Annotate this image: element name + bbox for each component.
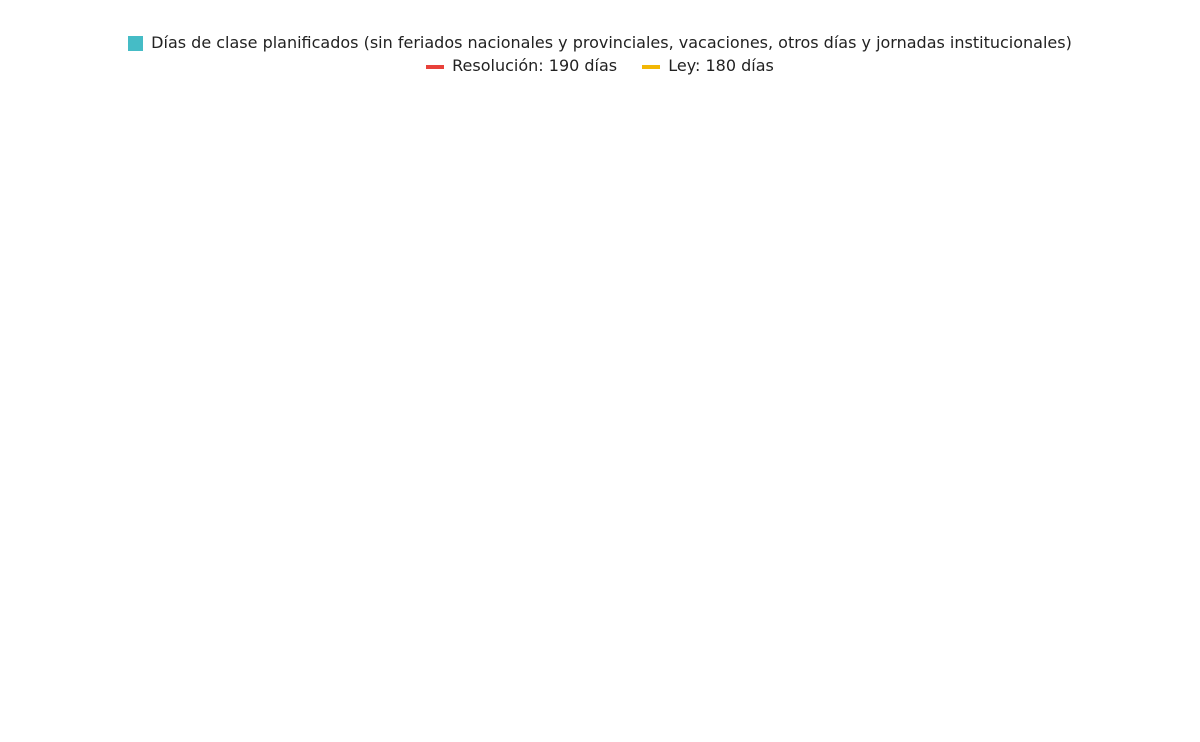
data-label: 190 (181, 168, 212, 187)
bar (940, 389, 970, 579)
x-tick-label: Tucumán (630, 587, 695, 652)
bar (270, 200, 300, 579)
bar (92, 181, 122, 579)
data-label: 189 (538, 187, 569, 206)
data-label: 181 (895, 338, 926, 357)
y-tick-label: 170 (36, 569, 67, 588)
x-tick-label: San Juan (498, 587, 561, 650)
x-tick-label: Córdoba (143, 587, 204, 648)
x-tick-label: Buenos Aires (742, 587, 829, 674)
data-label: 186 (627, 244, 658, 263)
x-tick-label: Río Negro (180, 587, 249, 656)
y-tick-label: 195 (36, 98, 67, 117)
legend-swatch-ley (642, 64, 661, 69)
legend: Días de clase planificados (sin feriados… (0, 33, 1200, 52)
bar (895, 370, 925, 579)
x-tick-label: CABA (293, 587, 338, 632)
bar (672, 294, 702, 579)
bar (717, 294, 747, 579)
data-label: 183 (805, 300, 836, 319)
data-label: 182 (850, 319, 881, 338)
bar (538, 219, 568, 579)
x-tick-label: Entre Ríos (88, 587, 159, 658)
bar (761, 313, 791, 579)
x-tick-label: Santa Cruz (530, 587, 605, 662)
legend-label-ley: Ley: 180 días (668, 56, 774, 75)
legend-item-resolucion[interactable]: Resolución: 190 días (426, 56, 617, 75)
data-label: 190 (315, 168, 346, 187)
data-label: 184 (761, 281, 792, 300)
data-label: 180 (984, 357, 1015, 376)
data-label: 190 (270, 168, 301, 187)
legend-swatch-bars (128, 36, 144, 51)
x-tick-label: Salta (251, 587, 293, 629)
bar (493, 219, 523, 579)
x-tick-label: Jujuy (1055, 587, 1097, 629)
x-tick-label: Santiago del Estero (660, 587, 784, 711)
bar (181, 200, 211, 579)
bar (583, 257, 613, 579)
data-label: 180 (939, 357, 970, 376)
data-label: 190 (404, 168, 435, 187)
bar (226, 200, 256, 579)
bar (1029, 407, 1059, 579)
x-tick-label: Santa Fe (677, 587, 740, 650)
x-tick-label: Corrientes (311, 587, 383, 659)
data-label: 187 (582, 225, 613, 244)
x-tick-label: Chubut (596, 587, 650, 641)
data-label: 185 (716, 262, 747, 281)
x-tick-label: Misiones (365, 587, 427, 649)
bar (449, 219, 479, 579)
bar (1073, 445, 1103, 579)
legend-lines: Resolución: 190 días Ley: 180 días (0, 56, 1200, 75)
legend-swatch-resolucion (426, 64, 445, 69)
x-tick-label: Neuquén (853, 587, 918, 652)
x-tick-label: Chaco (1003, 587, 1052, 636)
y-tick-label: 175 (36, 475, 67, 494)
bar (137, 200, 167, 579)
x-tick-label: Formosa (901, 587, 963, 649)
data-label: 190 (136, 168, 167, 187)
bar (984, 389, 1014, 579)
x-tick-label: Catamarca (932, 587, 1007, 662)
data-label: 189 (493, 187, 524, 206)
data-label: 177 (1118, 413, 1149, 432)
bar (315, 200, 345, 579)
data-label: 190 (359, 168, 390, 187)
x-tick-label: Tierra del Fuego (768, 587, 873, 692)
x-tick-label: Mendoza (452, 587, 516, 651)
data-label: 189 (449, 187, 480, 206)
legend-label-resolucion: Resolución: 190 días (452, 56, 618, 75)
x-tick-label: La Rioja (1083, 587, 1141, 645)
legend-label-bars: Días de clase planificados (sin feriados… (151, 33, 1072, 52)
y-tick-label: 190 (36, 192, 67, 211)
bar (1118, 445, 1148, 579)
x-tick-label: San Luis (411, 587, 472, 648)
y-tick-label: 180 (36, 381, 67, 400)
data-label: 185 (672, 262, 703, 281)
bar (806, 332, 836, 579)
data-label: 179 (1029, 375, 1060, 394)
data-label: 177 (1073, 413, 1104, 432)
bar (627, 276, 657, 579)
legend-item-bars[interactable]: Días de clase planificados (sin feriados… (128, 33, 1072, 52)
legend-item-ley[interactable]: Ley: 180 días (642, 56, 774, 75)
data-label: 191 (92, 149, 123, 168)
data-label: 190 (226, 168, 257, 187)
bar (404, 200, 434, 579)
bar (850, 351, 880, 579)
y-tick-label: 185 (36, 286, 67, 305)
x-tick-label: La Pampa (46, 587, 115, 656)
bar (360, 200, 390, 579)
